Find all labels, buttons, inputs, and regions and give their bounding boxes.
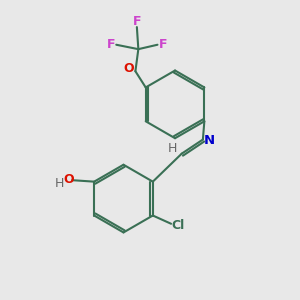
Text: F: F <box>133 15 141 28</box>
Text: Cl: Cl <box>171 219 184 232</box>
Text: H: H <box>168 142 177 155</box>
Text: O: O <box>124 62 134 75</box>
Text: N: N <box>204 134 215 147</box>
Text: O: O <box>64 172 74 185</box>
Text: H: H <box>55 177 64 190</box>
Text: F: F <box>107 38 115 51</box>
Text: F: F <box>158 38 167 51</box>
